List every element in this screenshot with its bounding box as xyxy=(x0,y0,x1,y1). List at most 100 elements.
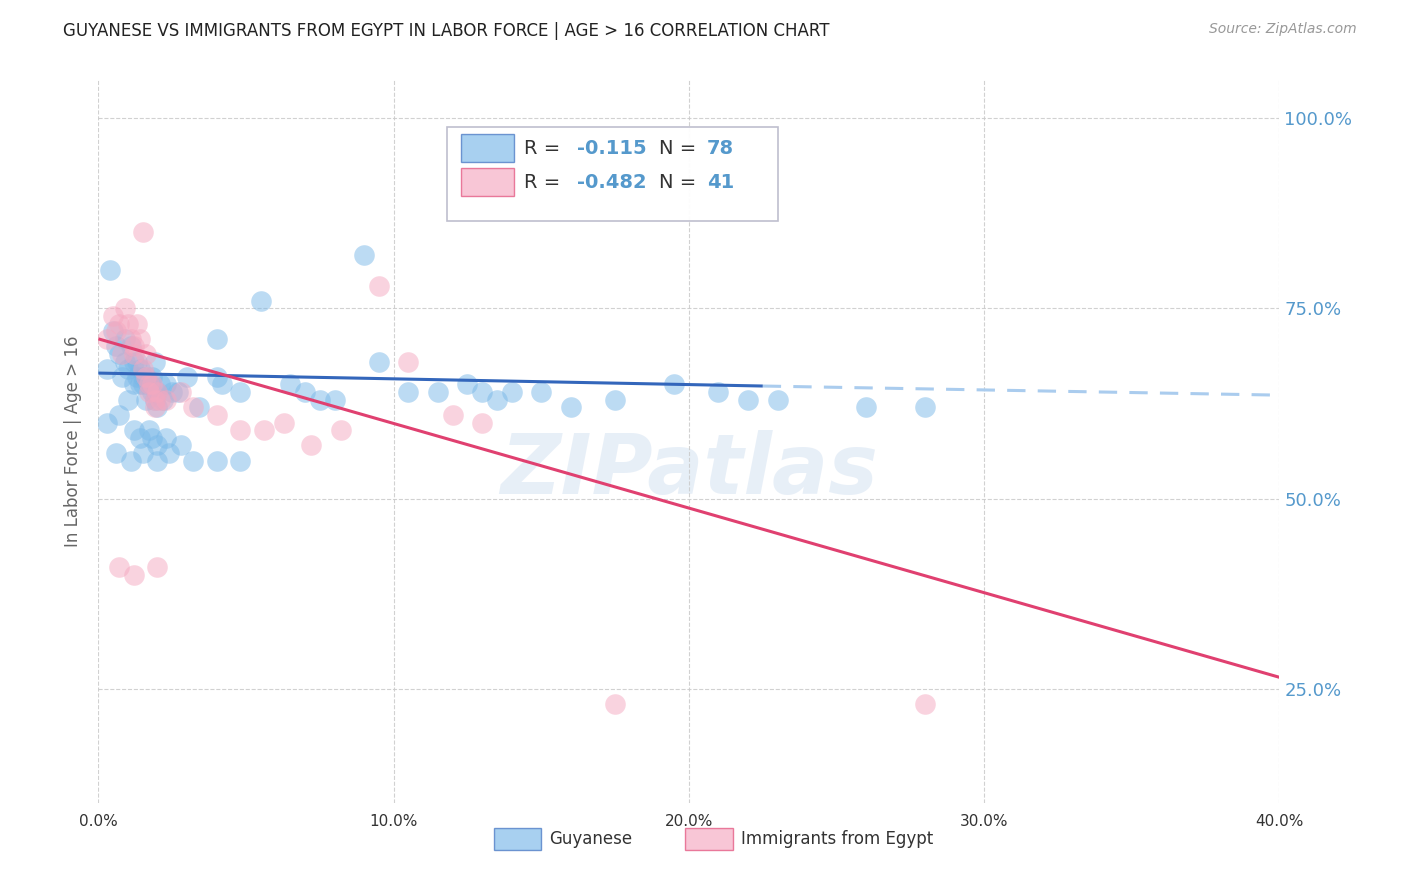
Point xyxy=(143,392,166,407)
Point xyxy=(157,446,180,460)
Point xyxy=(98,263,121,277)
Point xyxy=(229,453,252,467)
Point xyxy=(162,385,183,400)
Point xyxy=(103,324,125,338)
Point xyxy=(143,354,166,368)
Point xyxy=(135,347,157,361)
Point xyxy=(146,453,169,467)
Point xyxy=(117,317,139,331)
Point xyxy=(120,453,142,467)
Point xyxy=(368,278,391,293)
Point xyxy=(250,293,273,308)
Point xyxy=(122,339,145,353)
Point xyxy=(132,226,155,240)
Point xyxy=(211,377,233,392)
Point xyxy=(205,453,228,467)
Point xyxy=(855,401,877,415)
Point xyxy=(105,339,128,353)
Point xyxy=(737,392,759,407)
Text: -0.482: -0.482 xyxy=(576,173,647,192)
Point xyxy=(146,438,169,452)
Text: -0.115: -0.115 xyxy=(576,138,647,158)
Point xyxy=(135,392,157,407)
Point xyxy=(141,370,163,384)
Point xyxy=(138,423,160,437)
Point xyxy=(141,431,163,445)
Point xyxy=(122,423,145,437)
Point xyxy=(111,347,134,361)
Point xyxy=(605,392,627,407)
Text: R =: R = xyxy=(523,173,567,192)
Point xyxy=(132,362,155,376)
Text: 20.0%: 20.0% xyxy=(665,814,713,829)
FancyBboxPatch shape xyxy=(461,169,515,196)
Text: 41: 41 xyxy=(707,173,734,192)
Point xyxy=(108,317,131,331)
Y-axis label: In Labor Force | Age > 16: In Labor Force | Age > 16 xyxy=(65,335,83,548)
FancyBboxPatch shape xyxy=(461,135,515,162)
Point xyxy=(229,385,252,400)
Point xyxy=(427,385,450,400)
Point xyxy=(398,385,420,400)
Point xyxy=(329,423,352,437)
Point xyxy=(309,392,332,407)
Point xyxy=(132,377,155,392)
Point xyxy=(122,567,145,582)
Point xyxy=(155,377,177,392)
Text: N =: N = xyxy=(659,138,703,158)
Point xyxy=(114,354,136,368)
Point xyxy=(205,332,228,346)
Point xyxy=(253,423,276,437)
Point xyxy=(128,377,150,392)
Point xyxy=(125,370,148,384)
Point xyxy=(155,392,177,407)
Point xyxy=(122,377,145,392)
Point xyxy=(766,392,789,407)
Text: Guyanese: Guyanese xyxy=(550,830,633,848)
Point xyxy=(167,385,190,400)
Point xyxy=(143,392,166,407)
Point xyxy=(141,377,163,392)
Point xyxy=(707,385,730,400)
Point xyxy=(181,401,204,415)
Point xyxy=(132,370,155,384)
Point xyxy=(229,423,252,437)
Point xyxy=(149,377,172,392)
Point xyxy=(176,370,198,384)
Text: R =: R = xyxy=(523,138,567,158)
Point xyxy=(128,332,150,346)
Point xyxy=(135,370,157,384)
Point xyxy=(323,392,346,407)
Point xyxy=(181,453,204,467)
Text: 10.0%: 10.0% xyxy=(370,814,418,829)
Point xyxy=(138,377,160,392)
Text: Source: ZipAtlas.com: Source: ZipAtlas.com xyxy=(1209,22,1357,37)
Point xyxy=(398,354,420,368)
Point xyxy=(205,408,228,422)
Point xyxy=(105,324,128,338)
Point xyxy=(441,408,464,422)
Point xyxy=(138,377,160,392)
Point xyxy=(105,446,128,460)
Point xyxy=(146,560,169,574)
Point xyxy=(170,385,193,400)
Point xyxy=(471,385,494,400)
Text: Immigrants from Egypt: Immigrants from Egypt xyxy=(741,830,934,848)
Point xyxy=(486,392,509,407)
Text: N =: N = xyxy=(659,173,703,192)
Point xyxy=(146,401,169,415)
Text: 40.0%: 40.0% xyxy=(1256,814,1303,829)
Point xyxy=(125,317,148,331)
Point xyxy=(501,385,523,400)
Text: GUYANESE VS IMMIGRANTS FROM EGYPT IN LABOR FORCE | AGE > 16 CORRELATION CHART: GUYANESE VS IMMIGRANTS FROM EGYPT IN LAB… xyxy=(63,22,830,40)
Point xyxy=(205,370,228,384)
Point xyxy=(108,408,131,422)
Point xyxy=(122,354,145,368)
FancyBboxPatch shape xyxy=(494,828,541,850)
Point xyxy=(914,401,936,415)
Point xyxy=(152,392,174,407)
Point xyxy=(368,354,391,368)
Point xyxy=(273,416,295,430)
Point xyxy=(96,416,118,430)
Point xyxy=(128,431,150,445)
